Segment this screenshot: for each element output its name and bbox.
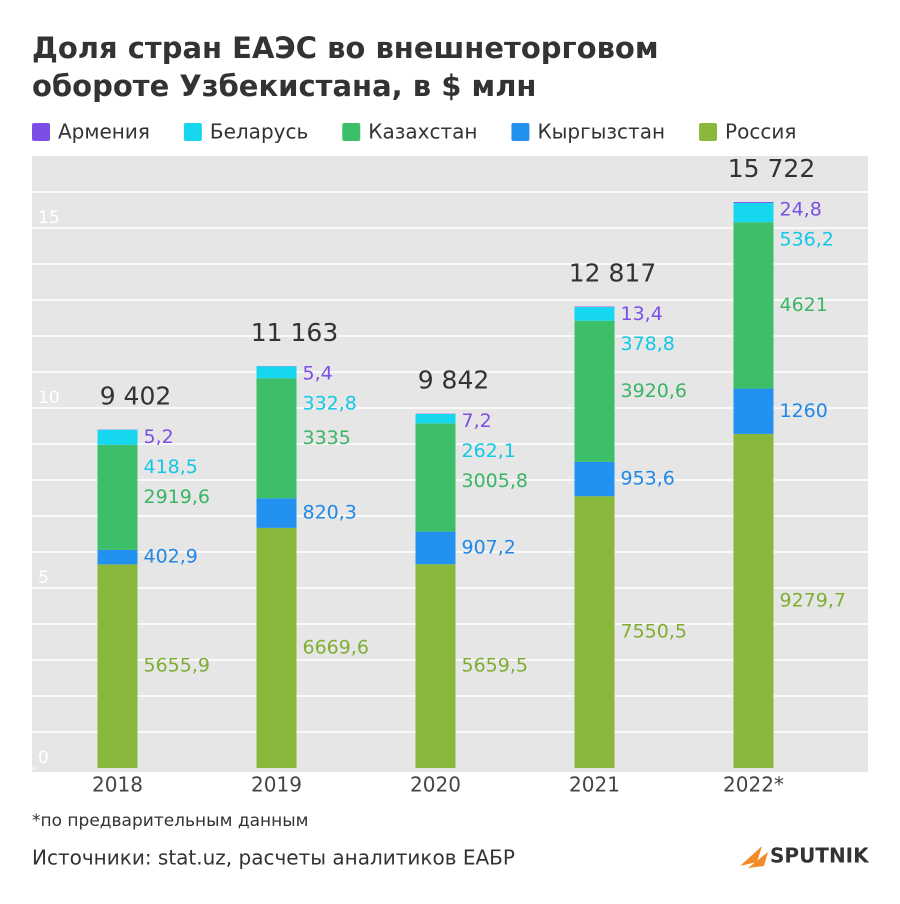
value-label: 7,2: [462, 410, 492, 432]
y-tick-label: 10: [38, 388, 60, 408]
value-label: 5,4: [303, 363, 333, 385]
bar-segment: [257, 378, 297, 498]
bar-segment: [575, 307, 615, 321]
value-label: 3920,6: [621, 380, 687, 402]
value-label: 4621: [780, 294, 828, 316]
total-label: 12 817: [569, 259, 656, 288]
total-label: 9 842: [418, 366, 490, 395]
legend-swatch: [32, 123, 50, 141]
bar-segment: [734, 203, 774, 222]
value-label: 3335: [303, 427, 351, 449]
value-label: 9279,7: [780, 589, 846, 611]
value-label: 1260: [780, 400, 828, 422]
bar-segment: [98, 550, 138, 565]
y-tick-label: 15: [38, 208, 60, 228]
bar-segment: [416, 564, 456, 768]
legend-label: Кыргызстан: [537, 120, 665, 144]
value-label: 402,9: [144, 546, 198, 568]
bar-segment: [98, 445, 138, 550]
bar-segment: [575, 462, 615, 496]
bar-segment: [257, 498, 297, 528]
value-label: 6669,6: [303, 636, 369, 658]
value-label: 7550,5: [621, 621, 687, 643]
bar-segment: [98, 564, 138, 768]
value-label: 5655,9: [144, 655, 210, 677]
bar-segment: [416, 532, 456, 565]
bar-segment: [416, 423, 456, 531]
legend-swatch: [699, 123, 717, 141]
logo: SPUTNIK: [770, 844, 870, 868]
y-tick-label: 5: [38, 568, 49, 588]
logo-icon: [740, 846, 768, 868]
bar-segment: [734, 434, 774, 768]
y-tick-label: 0: [38, 748, 49, 768]
total-label: 9 402: [100, 382, 172, 411]
value-label: 2919,6: [144, 486, 210, 508]
bar-segment: [734, 389, 774, 434]
legend-label: Россия: [725, 120, 796, 144]
bar-segment: [257, 366, 297, 378]
x-tick-label: 2021: [569, 773, 620, 797]
total-label: 15 722: [728, 154, 815, 183]
x-tick-label: 2019: [251, 773, 302, 797]
value-label: 24,8: [780, 199, 822, 221]
bar-segment: [257, 528, 297, 768]
value-label: 13,4: [621, 303, 663, 325]
value-label: 5,2: [144, 426, 174, 448]
total-label: 11 163: [251, 318, 338, 347]
x-tick-label: 2022*: [723, 773, 784, 797]
value-label: 3005,8: [462, 470, 528, 492]
value-label: 378,8: [621, 333, 675, 355]
value-label: 262,1: [462, 440, 516, 462]
bar-segment: [575, 496, 615, 768]
legend-swatch: [342, 123, 360, 141]
bar-segment: [734, 202, 774, 203]
bar-segment: [575, 321, 615, 462]
bar-segment: [98, 430, 138, 445]
x-tick-label: 2018: [92, 773, 143, 797]
value-label: 418,5: [144, 456, 198, 478]
bar-segment: [734, 222, 774, 388]
legend-label: Беларусь: [210, 120, 308, 144]
legend-swatch: [184, 123, 202, 141]
value-label: 907,2: [462, 536, 516, 558]
value-label: 332,8: [303, 393, 357, 415]
note: *по предварительным данным: [32, 811, 308, 831]
value-label: 820,3: [303, 502, 357, 524]
value-label: 953,6: [621, 468, 675, 490]
legend-swatch: [511, 123, 529, 141]
legend-label: Казахстан: [368, 120, 477, 144]
value-label: 5659,5: [462, 655, 528, 677]
bar-segment: [416, 414, 456, 423]
x-tick-label: 2020: [410, 773, 461, 797]
value-label: 536,2: [780, 229, 834, 251]
legend-label: Армения: [58, 120, 150, 144]
source: Источники: stat.uz, расчеты аналитиков Е…: [32, 846, 515, 870]
